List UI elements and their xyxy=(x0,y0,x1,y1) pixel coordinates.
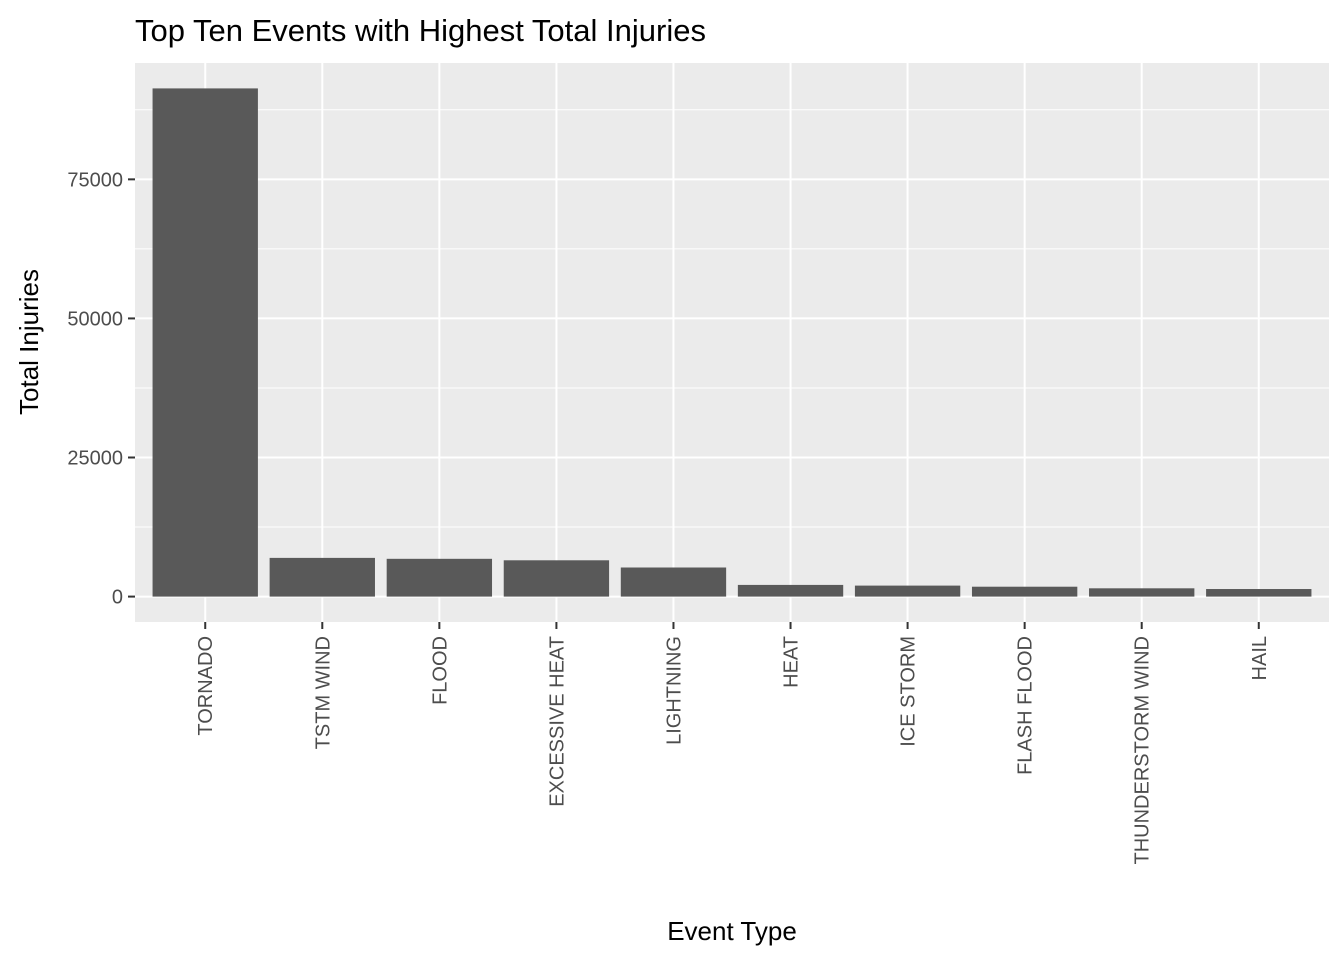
y-axis-ticks: 0 25000 50000 75000 xyxy=(67,169,135,609)
y-tick-label: 50000 xyxy=(67,308,123,330)
bar-ice-storm xyxy=(854,585,961,597)
bar-lightning xyxy=(620,567,727,597)
x-tick-label: LIGHTNING xyxy=(663,636,685,745)
y-axis-title: Total Injuries xyxy=(14,269,44,415)
bar-hail xyxy=(1206,589,1312,597)
x-tick-label: FLASH FLOOD xyxy=(1015,636,1037,775)
x-axis-ticks: TORNADO TSTM WIND FLOOD EXCESSIVE HEAT LIGHT… xyxy=(195,622,1271,865)
x-tick-label: HAIL xyxy=(1249,636,1271,680)
bar-heat xyxy=(737,584,844,597)
x-tick-label: THUNDERSTORM WIND xyxy=(1132,636,1154,865)
x-tick-label: EXCESSIVE HEAT xyxy=(546,636,568,807)
y-tick-label: 25000 xyxy=(67,448,123,470)
x-tick-label: TORNADO xyxy=(195,636,217,736)
x-tick-label: FLOOD xyxy=(429,636,451,705)
chart-title: Top Ten Events with Highest Total Injuri… xyxy=(135,13,706,48)
y-tick-label: 75000 xyxy=(67,169,123,191)
bar-excessive-heat xyxy=(503,560,610,597)
x-tick-label: TSTM WIND xyxy=(312,636,334,749)
x-tick-label: HEAT xyxy=(781,636,803,688)
minor-gridlines xyxy=(135,109,1329,528)
bars xyxy=(152,88,1312,597)
bar-tstm-wind xyxy=(269,557,375,597)
plot-panel xyxy=(135,63,1329,622)
bar-flood xyxy=(386,558,493,597)
bar-tornado xyxy=(152,88,258,597)
x-tick-label: ICE STORM xyxy=(898,636,920,747)
y-tick-label: 0 xyxy=(112,587,123,609)
major-gridlines xyxy=(135,63,1329,622)
bar-thunderstorm-wind xyxy=(1089,588,1195,597)
x-axis-title: Event Type xyxy=(667,916,797,946)
bar-flash-flood xyxy=(971,586,1078,597)
